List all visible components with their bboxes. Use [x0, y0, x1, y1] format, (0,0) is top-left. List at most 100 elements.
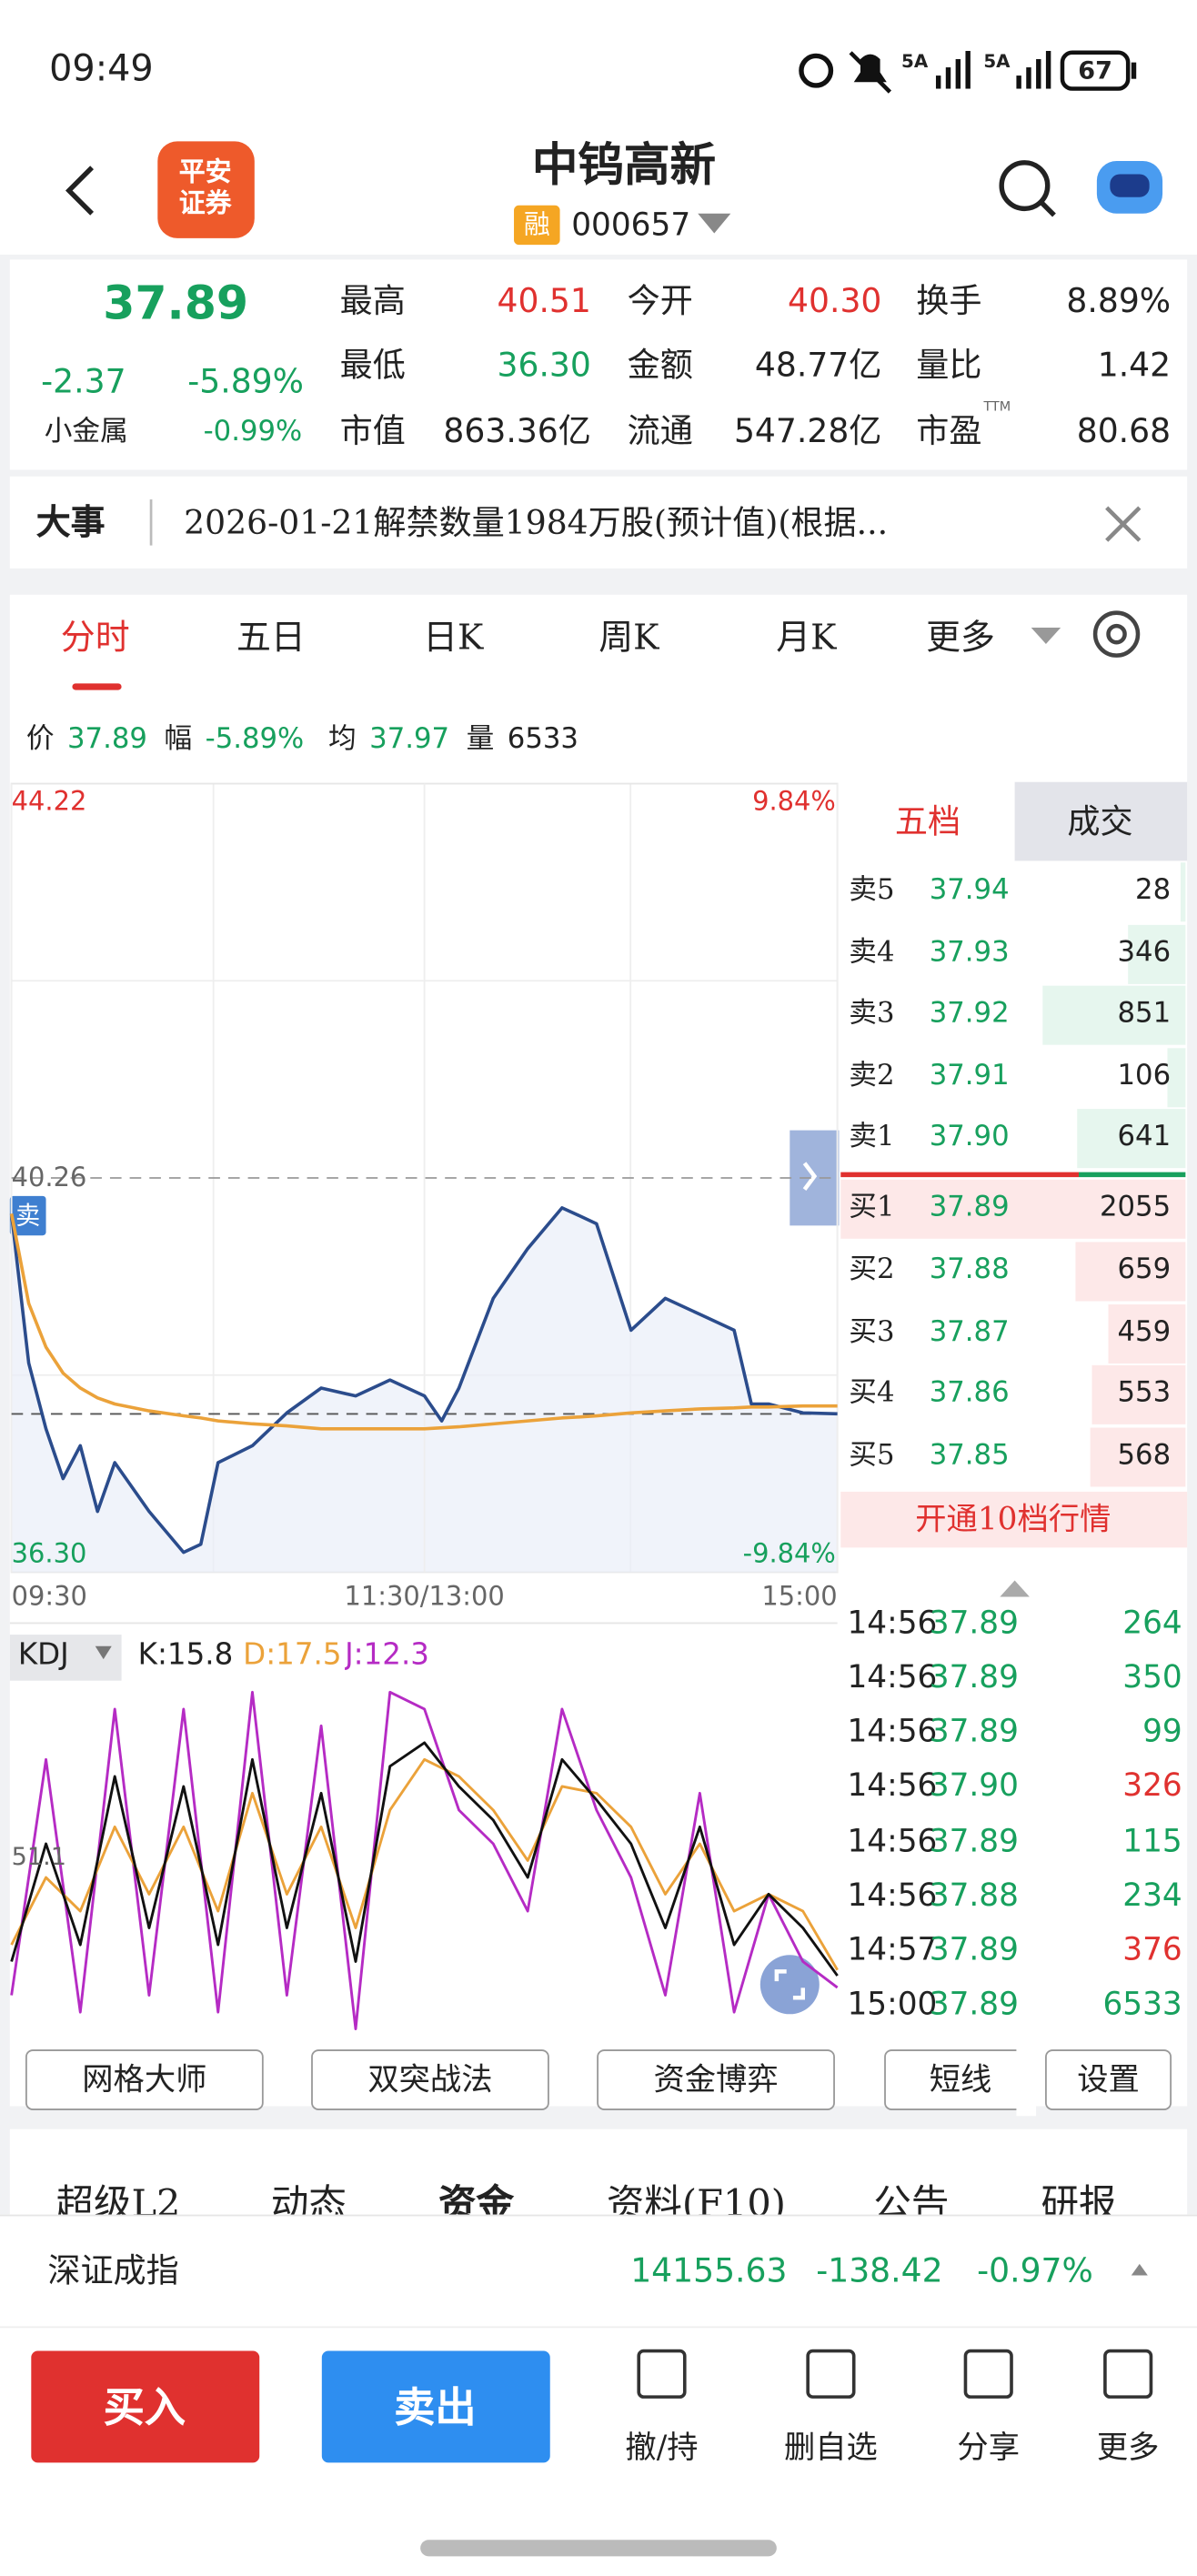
- action-icon[interactable]: [637, 2349, 687, 2399]
- quote-panel: [9, 259, 1188, 470]
- book-volume: 28: [1135, 874, 1172, 908]
- back-icon[interactable]: [65, 166, 95, 216]
- action-label[interactable]: 更多: [1096, 2429, 1160, 2466]
- trade-time: 14:56: [847, 1822, 938, 1859]
- bar: [1026, 67, 1031, 89]
- trade-price: 37.88: [929, 1877, 1019, 1914]
- x-tick-label: 09:30: [11, 1580, 87, 1612]
- field-label: 量比: [916, 345, 982, 385]
- tool-button[interactable]: [25, 2049, 264, 2110]
- assistant-face: [1110, 174, 1150, 197]
- settings-icon[interactable]: [1092, 610, 1141, 658]
- upgrade-link[interactable]: 开通10档行情: [915, 1501, 1112, 1537]
- field-label: 最高: [339, 280, 406, 321]
- bar: [1016, 75, 1021, 89]
- tool-label[interactable]: 网格大师: [82, 2061, 207, 2098]
- y2-tick-label: -9.84%: [742, 1537, 836, 1569]
- close-icon[interactable]: [1105, 506, 1142, 542]
- bar: [965, 50, 971, 89]
- tool-label[interactable]: 双突战法: [367, 2061, 493, 2098]
- book-label: 买1: [849, 1191, 895, 1224]
- book-price: 37.89: [929, 1191, 1010, 1224]
- volume-bar: [1078, 1109, 1186, 1169]
- volume-bar: [1092, 1364, 1186, 1424]
- trade-price: 37.89: [929, 1931, 1019, 1968]
- sell-label[interactable]: 卖出: [394, 2382, 477, 2431]
- trade-price: 37.89: [929, 1713, 1019, 1750]
- index-arrow[interactable]: [1131, 2263, 1148, 2276]
- book-price: 37.85: [929, 1439, 1010, 1473]
- upgrade-bg[interactable]: [840, 1491, 1188, 1548]
- book-volume: 553: [1117, 1376, 1172, 1410]
- search-icon[interactable]: [999, 160, 1051, 212]
- chart-tab[interactable]: 分时: [60, 618, 130, 658]
- tool-label[interactable]: 设置: [1077, 2061, 1140, 2098]
- book-label: 买5: [849, 1439, 895, 1473]
- chart-tab[interactable]: 更多: [926, 618, 995, 658]
- buy-button[interactable]: [31, 2350, 260, 2463]
- trade-time: 14:56: [847, 1713, 938, 1750]
- chart-tab[interactable]: 周K: [598, 618, 659, 658]
- book-volume: 106: [1117, 1060, 1172, 1093]
- field-value: 36.30: [497, 345, 591, 385]
- battery-icon: [1060, 50, 1131, 91]
- field-label: 换手: [916, 280, 982, 321]
- trade-price: 37.89: [929, 1822, 1019, 1859]
- trade-volume: 376: [1122, 1931, 1182, 1968]
- book-price: 37.88: [929, 1253, 1010, 1287]
- book-label: 卖2: [849, 1060, 895, 1093]
- book-tab[interactable]: 成交: [1067, 801, 1133, 841]
- field-label: 今开: [627, 280, 693, 321]
- volume-bar: [840, 1179, 1186, 1239]
- sell-tag: 卖: [15, 1200, 41, 1230]
- logo-text: 证券: [178, 186, 232, 218]
- fullscreen-btn[interactable]: [759, 1955, 820, 2015]
- tool-button[interactable]: [1045, 2049, 1172, 2110]
- book-price: 37.92: [929, 997, 1010, 1031]
- network-type: 5A: [983, 51, 1011, 74]
- buy-label[interactable]: 买入: [103, 2382, 186, 2431]
- volume-bar: [1074, 1242, 1186, 1302]
- settings-core: [1106, 623, 1127, 645]
- action-icon[interactable]: [806, 2349, 856, 2399]
- sell-button[interactable]: [321, 2350, 550, 2463]
- action-icon[interactable]: [963, 2349, 1013, 2399]
- news-panel[interactable]: [9, 476, 1188, 569]
- broker-logo[interactable]: [157, 141, 255, 238]
- margin-tag: 融: [523, 208, 550, 240]
- tool-button[interactable]: [597, 2049, 835, 2110]
- chart-tab[interactable]: 月K: [776, 618, 837, 658]
- index-name[interactable]: 深证成指: [47, 2250, 179, 2290]
- expand-arrow: [802, 1162, 818, 1191]
- separator: [0, 2326, 1197, 2329]
- book-price: 37.87: [929, 1315, 1010, 1349]
- action-label[interactable]: 撤/持: [625, 2429, 699, 2466]
- field-label: 最低: [339, 345, 406, 385]
- scroll-up[interactable]: [1000, 1580, 1030, 1597]
- tool-label[interactable]: 短线: [929, 2061, 992, 2098]
- trade-time: 14:56: [847, 1605, 938, 1641]
- book-tab[interactable]: 五档: [894, 801, 961, 841]
- tool-label[interactable]: 资金博弈: [653, 2061, 779, 2098]
- action-label[interactable]: 删自选: [783, 2429, 878, 2466]
- k-label: K:15.8: [137, 1638, 234, 1674]
- trade-price: 37.89: [929, 1605, 1019, 1641]
- action-label[interactable]: 分享: [957, 2429, 1021, 2466]
- dropdown-icon[interactable]: [698, 213, 731, 234]
- trade-price: 37.89: [929, 1986, 1019, 2023]
- trade-volume: 264: [1122, 1605, 1182, 1641]
- more-dropdown[interactable]: [1031, 627, 1061, 644]
- chart-tab[interactable]: 五日: [236, 618, 306, 658]
- summary-vol-label: 量: [466, 722, 495, 756]
- kdj-dropdown[interactable]: [95, 1645, 112, 1660]
- kdj-line: [10, 1741, 839, 1977]
- summary-avg-label: 均: [328, 722, 357, 756]
- tool-button[interactable]: [311, 2049, 549, 2110]
- action-icon[interactable]: [1103, 2349, 1153, 2399]
- summary-range-label: 幅: [164, 722, 193, 756]
- battery-tip: [1131, 62, 1137, 79]
- news-text[interactable]: 2026-01-21解禁数量1984万股(预计值)(根据...: [184, 502, 889, 543]
- chart-tab[interactable]: 日K: [423, 618, 484, 658]
- trade-time: 15:00: [847, 1986, 938, 2023]
